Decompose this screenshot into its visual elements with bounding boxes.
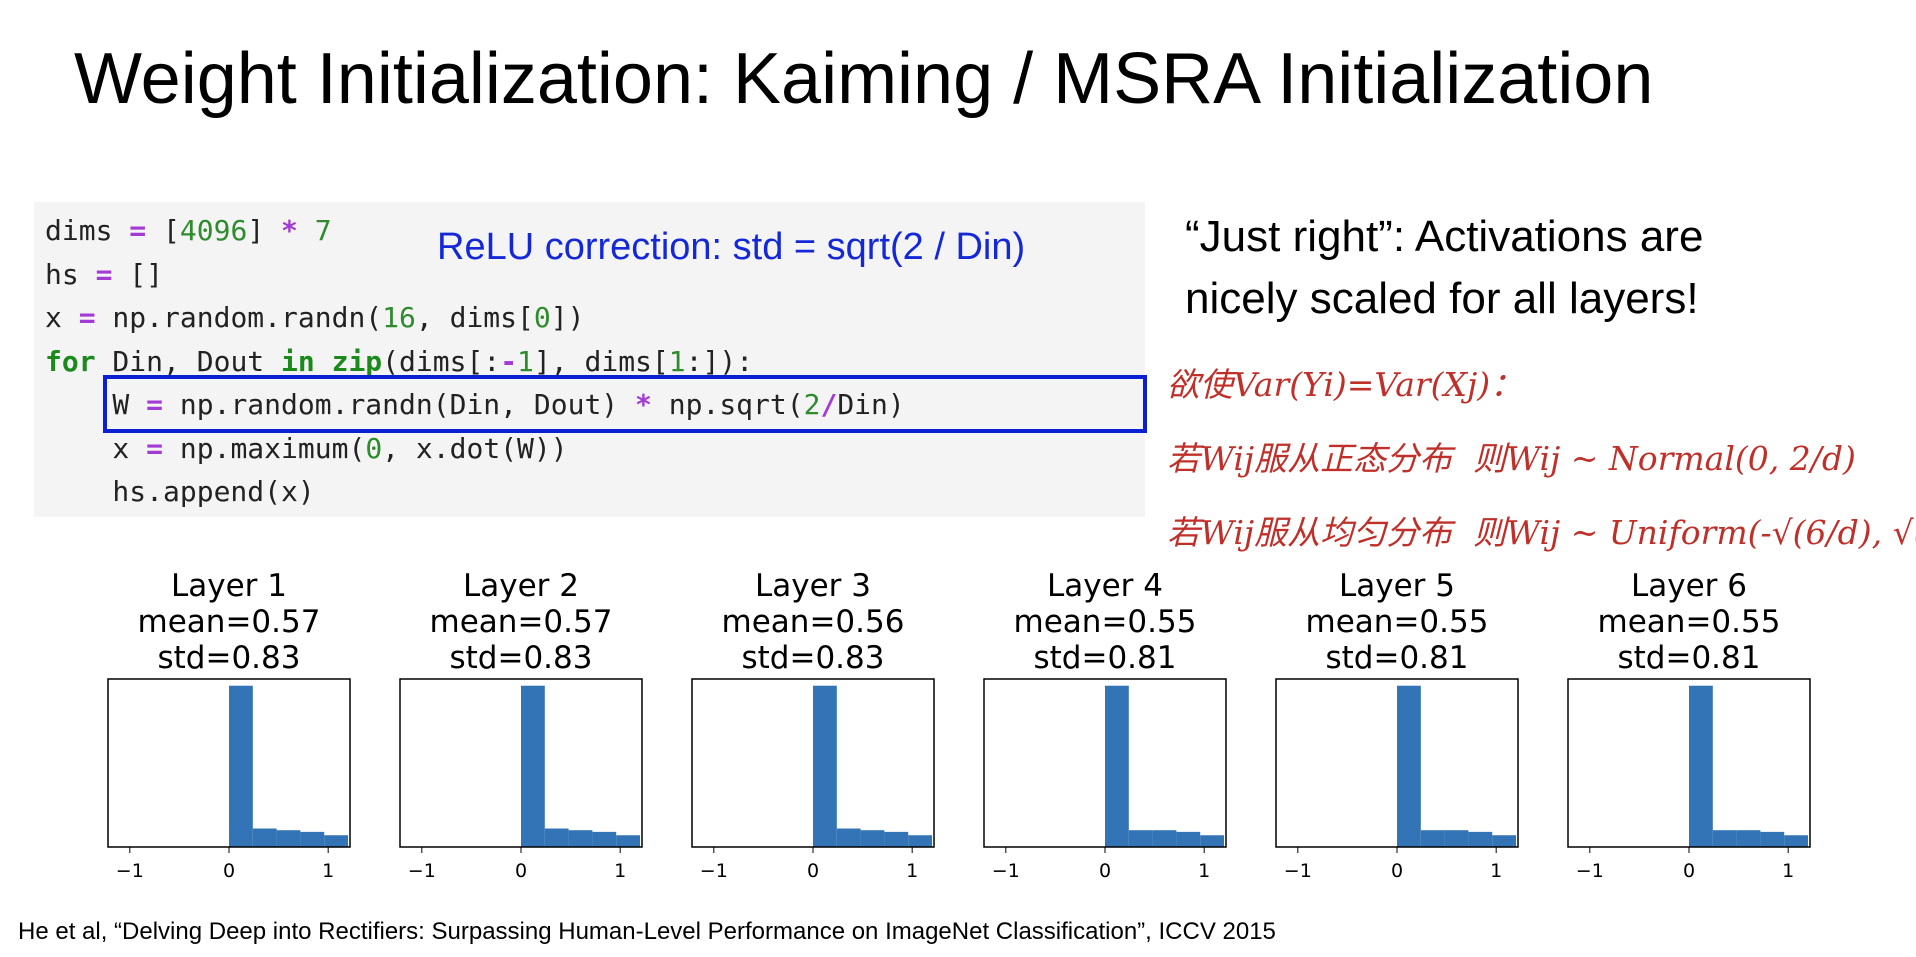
- handwritten-note: 若Wij服从正态分布 则Wij ~ Normal(0, 2/d): [1167, 439, 1856, 478]
- chart-title: Layer 5: [1339, 568, 1455, 604]
- x-tick-label: −1: [992, 860, 1020, 882]
- chart-title: std=0.83: [450, 640, 593, 676]
- x-tick-label: 1: [1782, 860, 1794, 882]
- chart-title: mean=0.55: [1014, 604, 1197, 640]
- bar: [860, 830, 885, 847]
- code-block: [34, 202, 1145, 517]
- x-tick-label: −1: [1284, 860, 1312, 882]
- bar: [1760, 831, 1785, 847]
- x-tick-label: 1: [1198, 860, 1210, 882]
- bar: [1689, 685, 1713, 847]
- bar: [1712, 830, 1737, 847]
- x-tick-label: −1: [700, 860, 728, 882]
- chart-title: std=0.83: [742, 640, 885, 676]
- bar: [1200, 835, 1225, 847]
- bar: [836, 828, 861, 847]
- chart-title: mean=0.57: [430, 604, 613, 640]
- x-tick-label: −1: [408, 860, 436, 882]
- x-tick-label: 0: [1683, 860, 1695, 882]
- chart-title: Layer 2: [463, 568, 579, 604]
- bar: [568, 830, 593, 847]
- bar: [908, 835, 933, 847]
- chart-title: std=0.81: [1034, 640, 1177, 676]
- chart-title: mean=0.55: [1306, 604, 1489, 640]
- code-annotation: ReLU correction: std = sqrt(2 / Din): [437, 226, 1026, 268]
- bar: [544, 828, 569, 847]
- bar: [252, 828, 277, 847]
- bar: [276, 830, 301, 847]
- code-line: hs.append(x): [45, 475, 315, 508]
- x-tick-label: 0: [807, 860, 819, 882]
- bar: [521, 685, 545, 847]
- x-tick-label: 0: [515, 860, 527, 882]
- commentary: “Just right”: Activations are: [1185, 212, 1704, 261]
- bar: [884, 831, 909, 847]
- bar: [1736, 830, 1761, 847]
- bar: [1105, 685, 1129, 847]
- bar: [1468, 831, 1493, 847]
- chart-title: Layer 3: [755, 568, 871, 604]
- handwritten-note: 若Wij服从均匀分布 则Wij ~ Uniform(-√(6/d), √(6/d…: [1167, 513, 1916, 552]
- x-tick-label: 1: [1490, 860, 1502, 882]
- bar: [592, 831, 617, 847]
- code-line: hs = []: [45, 257, 164, 291]
- x-tick-label: −1: [1576, 860, 1604, 882]
- x-tick-label: 1: [614, 860, 626, 882]
- chart-title: Layer 4: [1047, 568, 1163, 604]
- bar: [1128, 830, 1153, 847]
- chart-title: mean=0.57: [138, 604, 321, 640]
- chart-title: std=0.83: [158, 640, 301, 676]
- citation: He et al, “Delving Deep into Rectifiers:…: [18, 918, 1276, 945]
- chart-title: mean=0.56: [722, 604, 905, 640]
- x-tick-label: 0: [1099, 860, 1111, 882]
- chart-title: std=0.81: [1326, 640, 1469, 676]
- x-tick-label: 0: [223, 860, 235, 882]
- chart-title: Layer 1: [171, 568, 287, 604]
- bar: [1152, 830, 1177, 847]
- code-line: dims = [4096] * 7: [45, 214, 332, 247]
- code-line: W = np.random.randn(Din, Dout) * np.sqrt…: [45, 388, 905, 421]
- slide-title: Weight Initialization: Kaiming / MSRA In…: [74, 39, 1654, 119]
- bar: [1397, 685, 1421, 847]
- handwritten-note: 欲使Var(Yi)=Var(Xj)：: [1167, 365, 1524, 404]
- chart-title: Layer 6: [1631, 568, 1747, 604]
- x-tick-label: 1: [906, 860, 918, 882]
- bar: [616, 835, 641, 847]
- chart-title: mean=0.55: [1598, 604, 1781, 640]
- chart-title: std=0.81: [1618, 640, 1761, 676]
- bar: [1784, 835, 1809, 847]
- x-tick-label: −1: [116, 860, 144, 882]
- bar: [1492, 835, 1517, 847]
- bar: [1176, 831, 1201, 847]
- bar: [324, 835, 349, 847]
- bar: [1444, 830, 1469, 847]
- code-highlight-box: [103, 375, 1147, 433]
- code-line: x = np.maximum(0, x.dot(W)): [45, 431, 568, 465]
- x-tick-label: 1: [322, 860, 334, 882]
- bar: [813, 685, 837, 847]
- code-line: for Din, Dout in zip(dims[:-1], dims[1:]…: [45, 344, 754, 378]
- commentary: nicely scaled for all layers!: [1185, 274, 1699, 323]
- bar: [229, 685, 253, 847]
- code-line: x = np.random.randn(16, dims[0]): [45, 301, 585, 334]
- bar: [1420, 830, 1445, 847]
- bar: [300, 831, 325, 847]
- x-tick-label: 0: [1391, 860, 1403, 882]
